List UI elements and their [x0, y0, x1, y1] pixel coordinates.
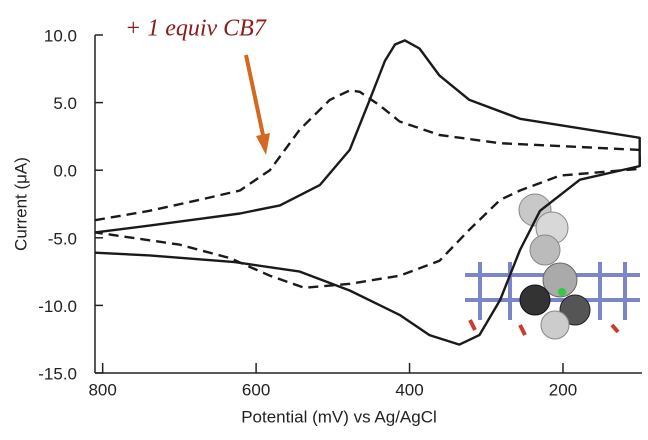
x-tick-label: 800 [88, 380, 116, 399]
y-tick-label: -10.0 [38, 297, 77, 316]
y-axis-title: Current (μA) [11, 157, 30, 251]
annotation: + 1 equiv CB7 [125, 16, 267, 42]
x-tick-label: 200 [549, 380, 577, 399]
chart: + 1 equiv CB7 Potential (mV) vs Ag/AgCl … [0, 0, 648, 440]
y-tick-label: 0.0 [53, 162, 77, 181]
x-axis-title: Potential (mV) vs Ag/AgCl [241, 407, 437, 426]
y-tick-label: -15.0 [38, 364, 77, 383]
x-tick-label: 400 [395, 380, 423, 399]
annotation-arrow [246, 55, 270, 155]
x-tick-label: 600 [242, 380, 270, 399]
y-tick-label: -5.0 [48, 229, 77, 248]
y-tick-label: 5.0 [53, 94, 77, 113]
y-tick-label: 10.0 [44, 26, 77, 45]
